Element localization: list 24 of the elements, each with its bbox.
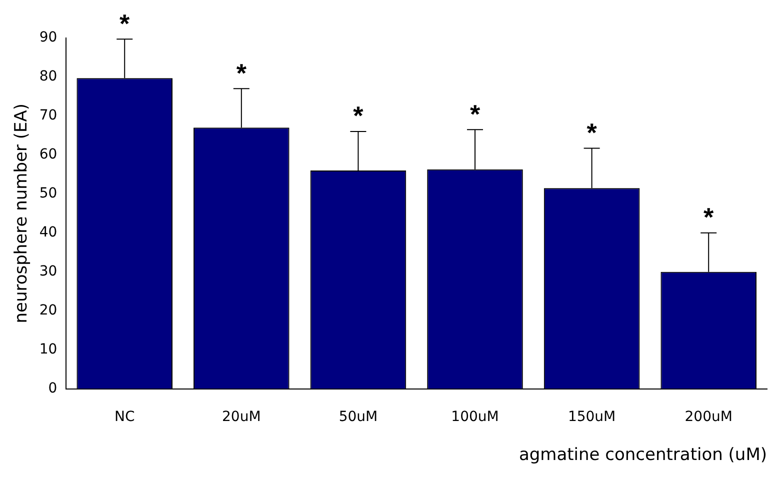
- y-tick-label: 80: [39, 68, 58, 85]
- annotation: *: [470, 98, 481, 129]
- annotation: *: [236, 58, 248, 88]
- annotation: *: [353, 100, 364, 131]
- y-tick-label: 70: [39, 108, 58, 124]
- y-tick-label: 50: [39, 186, 58, 202]
- x-axis-title: agmatine concentration (uM): [518, 445, 767, 466]
- x-tick-label: 150uM: [568, 408, 616, 425]
- y-tick-label: 20: [39, 302, 58, 318]
- annotation: *: [586, 117, 598, 148]
- x-tick-label: 200uM: [684, 408, 732, 425]
- y-tick-label: 90: [39, 30, 58, 46]
- annotation: *: [120, 8, 131, 38]
- x-tick-label: NC: [114, 408, 135, 425]
- y-tick-label: 30: [39, 264, 58, 280]
- x-tick-label: 100uM: [451, 408, 499, 425]
- y-axis-title: neurosphere number (EA): [12, 104, 32, 324]
- y-tick-label: 40: [39, 224, 58, 241]
- annotation: *: [704, 202, 715, 232]
- y-tick-label: 60: [39, 146, 58, 163]
- x-tick-label: 20uM: [222, 408, 261, 425]
- x-tick-label: 50uM: [338, 408, 378, 425]
- y-tick-label: 10: [39, 341, 58, 358]
- y-tick-label: 0: [48, 380, 58, 396]
